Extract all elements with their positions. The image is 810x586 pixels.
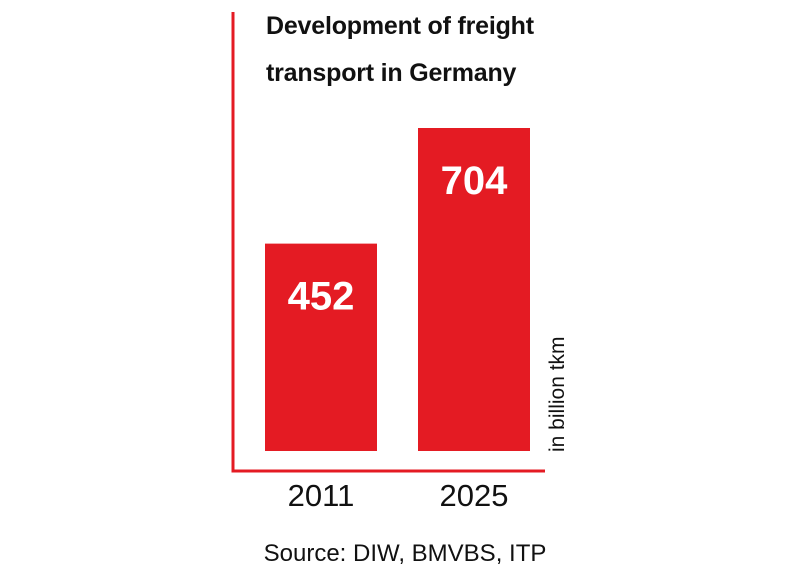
bar-2011	[265, 243, 377, 451]
plot-area: 452 2011 704 2025	[231, 12, 545, 513]
x-tick-label-2011: 2011	[288, 478, 355, 513]
bar-2025	[418, 128, 530, 451]
chart-title-line-2: transport in Germany	[266, 59, 517, 87]
value-label-2011: 452	[288, 275, 355, 319]
bars-group: 452 2011 704 2025	[265, 128, 530, 513]
x-tick-label-2025: 2025	[440, 478, 509, 513]
value-label-2025: 704	[441, 159, 508, 203]
chart-title-line-1: Development of freight	[266, 12, 534, 40]
unit-label: in billion tkm	[546, 336, 569, 452]
source-note: Source: DIW, BMVBS, ITP	[263, 540, 547, 567]
